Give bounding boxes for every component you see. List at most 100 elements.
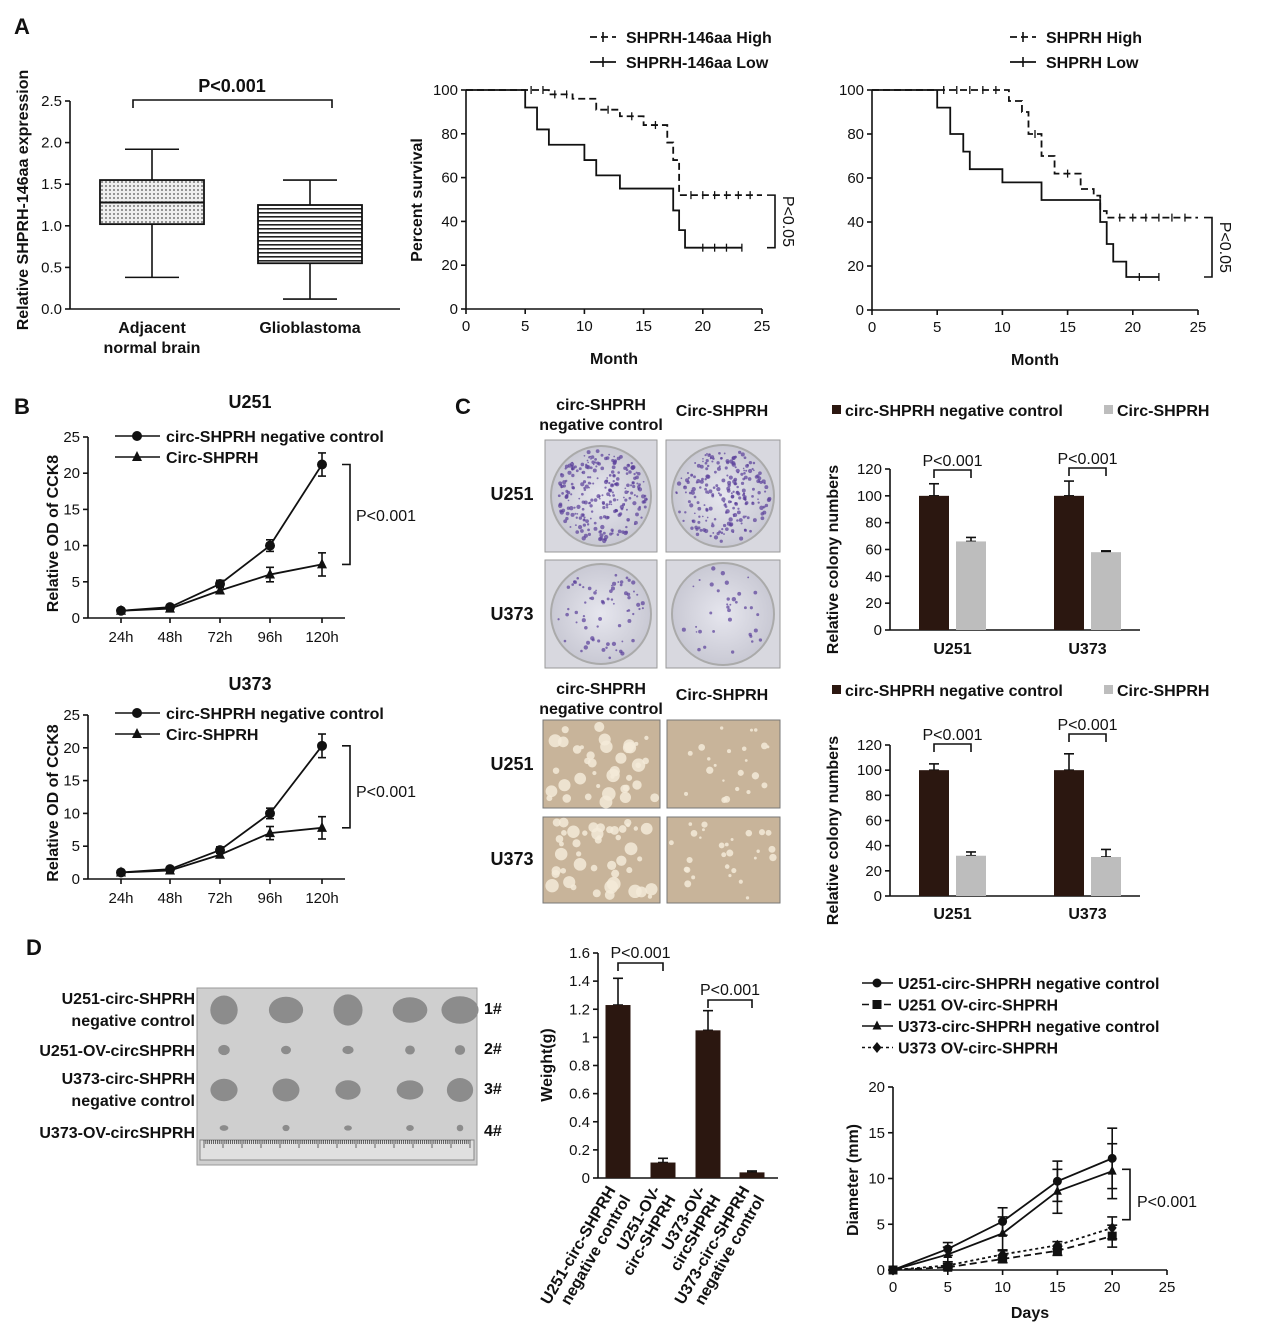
soft-agar-colony	[745, 829, 753, 837]
colony_top-bar	[956, 541, 986, 630]
colony-plate-colony	[742, 493, 745, 497]
colony-plate-colony	[740, 522, 743, 525]
colony-plate-colony	[730, 492, 733, 495]
box-significance-bracket	[132, 99, 333, 108]
soft-agar-image	[542, 816, 661, 904]
colony-plate-colony	[743, 472, 746, 475]
km1-y-label: Percent survival	[409, 138, 426, 262]
colony-plate-colony	[742, 515, 746, 519]
box-y-tick-label: 2.5	[41, 93, 62, 110]
soft-agar-colony	[545, 785, 558, 798]
colony-plate-colony	[727, 608, 731, 613]
colony-plate-colony	[713, 518, 717, 521]
cck_u373-legend-label: Circ-SHPRH	[166, 727, 258, 744]
soft-agar-colony	[592, 771, 597, 776]
colony-plate-colony	[631, 580, 636, 585]
colony-plate-colony	[635, 471, 638, 474]
colony-plate-colony	[571, 473, 575, 478]
colony-plate-colony	[606, 597, 610, 601]
colony-plate-colony	[756, 613, 760, 617]
colony-plate-colony	[574, 610, 579, 615]
colony-plate-colony	[560, 473, 563, 476]
colony-plate-colony	[625, 466, 628, 469]
tumor-row-id: 1#	[484, 1001, 502, 1018]
diameter-data-point	[998, 1248, 1008, 1260]
colony-plate-colony	[744, 498, 747, 501]
colony-plate-colony	[611, 532, 614, 535]
diameter-legend-label: U251 OV-circ-SHPRH	[898, 998, 1058, 1015]
colony-plate-colony	[749, 606, 753, 610]
km1-x-tick-label: 25	[754, 318, 771, 335]
colony-plate-colony	[599, 497, 601, 500]
soft-agar-colony	[647, 894, 653, 899]
soft-agar-column-header: Circ-SHPRH	[676, 687, 768, 704]
soft-agar-colony	[718, 842, 725, 849]
soft-agar-colony	[721, 797, 728, 803]
colony-plate-image	[665, 439, 781, 553]
weight-y-tick-label: 0	[582, 1170, 590, 1187]
colony-plate-colony	[726, 597, 730, 601]
colony-plate-colony	[595, 465, 598, 468]
soft-agar-colony	[753, 856, 757, 860]
colony_bottom-significance-bracket	[933, 743, 972, 752]
colony-plate-colony	[611, 584, 613, 587]
colony-plate-colony	[757, 501, 760, 504]
colony-plate-colony	[724, 580, 729, 585]
colony-plate-colony	[608, 656, 612, 660]
soft-agar-colony	[545, 879, 559, 893]
colony-plate-colony	[628, 496, 632, 500]
colony-plate-colony	[582, 480, 587, 484]
colony-plate-colony	[578, 525, 583, 530]
cck_u251-data-point	[317, 558, 327, 569]
colony-plate-colony	[691, 487, 696, 492]
colony-plate-colony	[705, 507, 708, 511]
km1-significance-bracket	[767, 194, 776, 249]
colony-plate-colony	[760, 516, 765, 521]
colony-plate-colony	[595, 589, 597, 592]
colony_top-y-tick-label: 80	[865, 515, 882, 532]
soft-agar-colony	[719, 726, 724, 730]
colony-plate-colony	[695, 481, 698, 484]
colony-plate-colony	[627, 578, 631, 582]
colony-plate-colony	[627, 463, 630, 467]
weight-bar	[739, 1172, 765, 1178]
colony-plate-colony	[731, 596, 737, 602]
cck_u373-x-tick-label: 72h	[207, 890, 232, 907]
colony-plate-colony	[704, 461, 708, 465]
cck_u251-data-point	[215, 578, 225, 589]
colony-plate-colony	[727, 500, 732, 504]
colony-plate-colony	[602, 505, 606, 510]
colony-plate-colony	[638, 607, 641, 611]
colony-plate-colony	[717, 492, 720, 495]
soft-agar-image	[666, 719, 781, 809]
colony-plate-colony	[693, 512, 696, 515]
colony-plate-column-header: circ-SHPRH	[556, 397, 646, 414]
colony-plate-colony	[621, 640, 624, 643]
colony-plate-colony	[706, 516, 709, 519]
km2-series-line	[872, 89, 1198, 219]
tumor-row-label: U373-circ-SHPRH	[62, 1071, 195, 1088]
soft-agar-column-header: negative control	[539, 701, 663, 718]
colony-plate-colony	[570, 482, 574, 486]
diameter-x-label: Days	[1011, 1305, 1049, 1322]
colony-plate-colony	[606, 642, 610, 646]
colony-plate-colony	[698, 578, 701, 582]
soft-agar-colony	[721, 852, 727, 858]
soft-agar-colony	[699, 836, 702, 839]
colony-plate-colony	[567, 607, 570, 611]
soft-agar-colony	[559, 841, 564, 847]
colony-plate-colony	[565, 489, 569, 493]
tumor	[268, 996, 304, 1024]
colony-plate-colony	[582, 614, 586, 618]
colony-plate-colony	[605, 646, 608, 649]
soft-agar-colony	[633, 826, 639, 831]
colony-plate-colony	[580, 529, 584, 533]
colony-plate-colony	[578, 497, 581, 500]
colony-plate-colony	[574, 512, 577, 515]
colony-plate-colony	[625, 472, 629, 475]
km2-legend-label: SHPRH High	[1046, 30, 1142, 47]
colony-plate-colony	[722, 523, 727, 528]
colony-plate-colony	[720, 570, 726, 576]
colony-plate-colony	[703, 645, 707, 649]
soft-agar-colony	[562, 794, 572, 803]
